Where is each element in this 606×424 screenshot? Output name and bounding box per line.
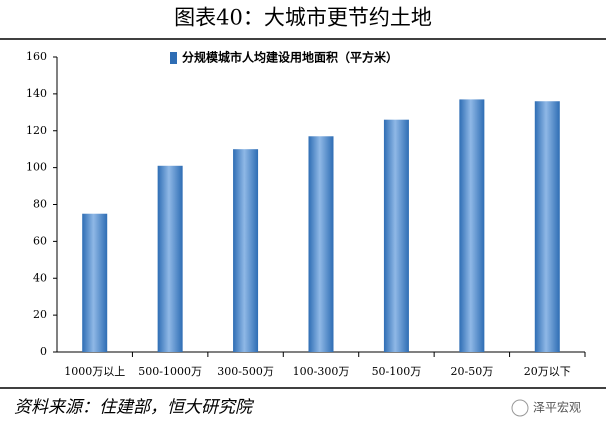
bar [383,119,409,352]
x-tick-label: 20万以下 [524,365,571,378]
x-tick-label: 20-50万 [450,365,493,378]
x-tick-label: 1000万以上 [64,365,125,378]
chart-title: 图表40：大城市更节约土地 [174,6,432,30]
y-tick-label: 20 [33,308,47,321]
y-tick-label: 120 [26,124,47,137]
bar [534,101,560,352]
legend-label: 分规模城市人均建设用地面积（平方米） [182,50,398,65]
y-tick-label: 100 [26,161,47,174]
source: 资料来源：住建部，恒大研究院 [14,398,255,418]
x-tick-label: 300-500万 [217,365,274,378]
bar [308,136,334,352]
watermark: 泽平宏观 [533,400,581,415]
bar [233,149,259,352]
y-tick-label: 60 [33,234,47,247]
watermark-icon [511,399,529,417]
bar [459,99,485,352]
y-tick-label: 0 [40,345,47,358]
bar [82,213,108,352]
x-tick-label: 50-100万 [372,365,422,378]
legend-swatch [170,52,177,64]
bar [157,165,183,352]
x-tick-label: 500-1000万 [138,365,202,378]
y-tick-label: 40 [33,271,47,284]
y-tick-label: 140 [26,87,47,100]
y-tick-label: 160 [26,50,47,63]
y-tick-label: 80 [33,198,47,211]
x-tick-label: 100-300万 [293,365,350,378]
